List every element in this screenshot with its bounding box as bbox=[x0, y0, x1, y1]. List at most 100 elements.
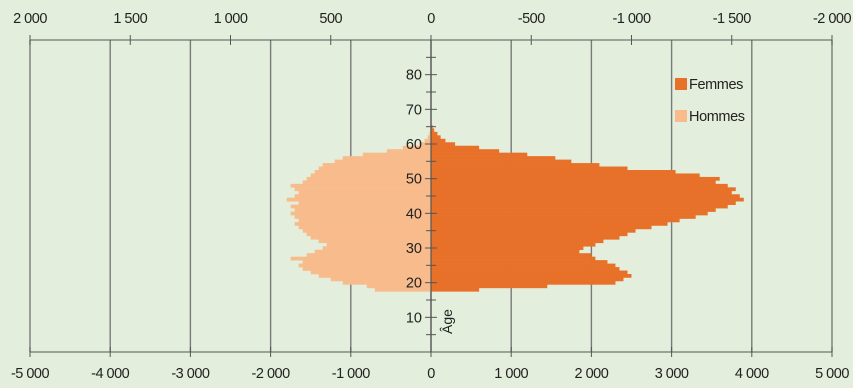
bar-femmes-25 bbox=[431, 264, 615, 268]
top-tick-label: 1 500 bbox=[113, 11, 147, 27]
bar-femmes-37 bbox=[431, 222, 668, 226]
bar-hommes-37 bbox=[295, 222, 431, 226]
age-tick-label: 10 bbox=[406, 310, 422, 326]
bar-femmes-53 bbox=[431, 167, 627, 171]
bar-hommes-43 bbox=[299, 201, 431, 205]
bar-femmes-50 bbox=[431, 177, 720, 181]
bar-femmes-40 bbox=[431, 212, 708, 216]
age-tick-label: 30 bbox=[406, 241, 422, 257]
bar-hommes-34 bbox=[307, 232, 431, 236]
bar-femmes-62 bbox=[431, 135, 441, 139]
bar-hommes-24 bbox=[303, 267, 431, 271]
bar-femmes-34 bbox=[431, 232, 627, 236]
bottom-tick-label: 4 000 bbox=[735, 366, 769, 382]
bar-hommes-46 bbox=[299, 191, 431, 195]
bar-femmes-47 bbox=[431, 187, 736, 191]
bar-femmes-30 bbox=[431, 246, 583, 250]
bar-femmes-24 bbox=[431, 267, 619, 271]
age-tick-label: 40 bbox=[406, 206, 422, 222]
bar-femmes-31 bbox=[431, 243, 595, 247]
age-tick-label: 70 bbox=[406, 102, 422, 118]
legend-swatch-femmes bbox=[675, 78, 687, 90]
top-tick-label: -2 000 bbox=[813, 11, 852, 27]
legend-swatch-hommes bbox=[675, 110, 687, 122]
bar-femmes-58 bbox=[431, 149, 499, 153]
bar-hommes-36 bbox=[299, 225, 431, 229]
bar-femmes-35 bbox=[431, 229, 636, 233]
bar-hommes-47 bbox=[295, 187, 431, 191]
bar-femmes-26 bbox=[431, 260, 607, 264]
bottom-tick-label: 1 000 bbox=[494, 366, 528, 382]
bar-femmes-41 bbox=[431, 208, 716, 212]
bar-femmes-61 bbox=[431, 139, 445, 143]
bar-femmes-43 bbox=[431, 201, 736, 205]
bar-femmes-49 bbox=[431, 180, 716, 184]
bar-femmes-36 bbox=[431, 225, 652, 229]
bar-hommes-27 bbox=[291, 257, 431, 261]
bottom-tick-label: 3 000 bbox=[655, 366, 689, 382]
bar-femmes-28 bbox=[431, 253, 591, 257]
bar-femmes-52 bbox=[431, 170, 676, 174]
bar-femmes-42 bbox=[431, 205, 728, 209]
bar-femmes-19 bbox=[431, 284, 547, 288]
bar-femmes-20 bbox=[431, 281, 615, 285]
bar-hommes-25 bbox=[299, 264, 431, 268]
top-tick-label: 2 000 bbox=[13, 11, 47, 27]
bar-hommes-18 bbox=[375, 288, 431, 292]
bar-femmes-23 bbox=[431, 271, 627, 275]
top-tick-label: 1 000 bbox=[214, 11, 248, 27]
age-tick-label: 50 bbox=[406, 172, 422, 188]
bar-hommes-61 bbox=[425, 139, 431, 143]
bar-femmes-45 bbox=[431, 194, 740, 198]
top-tick-label: 0 bbox=[427, 11, 435, 27]
bar-hommes-26 bbox=[303, 260, 431, 264]
bar-femmes-57 bbox=[431, 153, 527, 157]
bar-femmes-55 bbox=[431, 160, 571, 164]
bar-femmes-44 bbox=[431, 198, 744, 202]
bar-hommes-53 bbox=[319, 167, 431, 171]
bar-femmes-56 bbox=[431, 156, 555, 160]
bar-femmes-54 bbox=[431, 163, 599, 167]
bar-hommes-35 bbox=[303, 229, 431, 233]
top-tick-label: 500 bbox=[319, 11, 342, 27]
legend-label-hommes: Hommes bbox=[689, 109, 745, 125]
bar-femmes-51 bbox=[431, 173, 700, 177]
bar-hommes-44 bbox=[287, 198, 431, 202]
bottom-tick-label: -2 000 bbox=[252, 366, 291, 382]
bar-hommes-55 bbox=[335, 160, 431, 164]
bottom-tick-label: -5 000 bbox=[11, 366, 50, 382]
bar-hommes-54 bbox=[323, 163, 431, 167]
age-tick-label: 80 bbox=[406, 68, 422, 84]
bar-femmes-22 bbox=[431, 274, 632, 278]
top-tick-label: -1 500 bbox=[713, 11, 752, 27]
top-tick-label: -1 000 bbox=[612, 11, 651, 27]
legend-label-femmes: Femmes bbox=[689, 77, 743, 93]
bar-femmes-27 bbox=[431, 257, 595, 261]
bar-femmes-33 bbox=[431, 236, 619, 240]
bar-femmes-18 bbox=[431, 288, 479, 292]
bar-femmes-39 bbox=[431, 215, 696, 219]
age-axis-label: Âge bbox=[439, 309, 455, 334]
age-tick-label: 60 bbox=[406, 137, 422, 153]
bar-femmes-29 bbox=[431, 250, 579, 254]
bar-femmes-46 bbox=[431, 191, 732, 195]
bar-hommes-33 bbox=[311, 236, 431, 240]
bar-femmes-32 bbox=[431, 239, 603, 243]
bar-femmes-59 bbox=[431, 146, 479, 150]
bar-femmes-38 bbox=[431, 219, 680, 223]
bottom-tick-label: 2 000 bbox=[575, 366, 609, 382]
bar-hommes-23 bbox=[311, 271, 431, 275]
age-tick-label: 20 bbox=[406, 276, 422, 292]
bar-femmes-48 bbox=[431, 184, 728, 188]
bar-femmes-63 bbox=[431, 132, 437, 136]
bottom-tick-label: -3 000 bbox=[171, 366, 210, 382]
bar-hommes-57 bbox=[363, 153, 431, 157]
bottom-tick-label: 5 000 bbox=[815, 366, 849, 382]
bar-hommes-56 bbox=[343, 156, 431, 160]
bottom-tick-label: 0 bbox=[427, 366, 435, 382]
bottom-tick-label: -4 000 bbox=[91, 366, 130, 382]
bar-femmes-21 bbox=[431, 277, 623, 281]
bottom-tick-label: -1 000 bbox=[332, 366, 371, 382]
bar-hommes-45 bbox=[295, 194, 431, 198]
